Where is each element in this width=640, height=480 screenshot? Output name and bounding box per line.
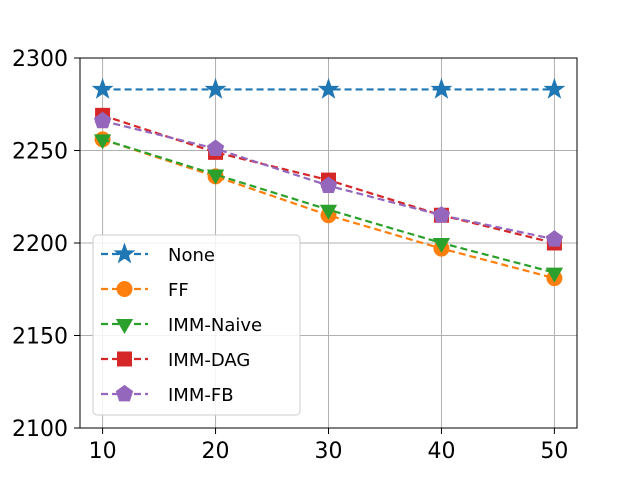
legend-marker-imm-dag [117,351,132,367]
data-point-imm-naive [319,204,338,220]
data-point-imm-fb [319,176,338,194]
legend-label-ff: FF [168,280,189,301]
legend-marker-imm-fb [115,384,134,402]
y-tick-label: 2300 [12,47,68,72]
data-point-none [317,77,340,99]
legend-label-imm-fb: IMM-FB [168,385,234,406]
x-tick-label: 50 [540,439,568,464]
axis-ticks: 10 20 30 40 50 2100 2150 2200 2250 2300 [12,47,568,464]
data-point-none [204,77,227,99]
data-point-imm-naive [93,134,112,150]
series-layer [91,77,566,287]
series-none [91,77,566,99]
legend-box [92,234,301,416]
y-tick-label: 2100 [12,417,68,442]
legend-label-imm-dag: IMM-DAG [168,350,250,371]
data-point-imm-fb [206,139,225,157]
x-tick-label: 20 [202,439,230,464]
data-point-none [91,77,114,99]
legend-marker-none [113,242,136,264]
y-tick-label: 2250 [12,140,68,165]
x-tick-label: 30 [315,439,343,464]
data-point-imm-fb [545,230,564,247]
series-line-ff [102,138,555,280]
series-imm-naive [93,134,564,283]
x-tick-label: 40 [427,439,455,464]
legend-label-none: None [168,245,215,266]
data-point-none [430,77,453,99]
data-point-imm-naive [206,169,225,185]
data-point-imm-naive [432,238,451,253]
data-point-imm-fb [432,206,451,223]
y-tick-label: 2150 [12,325,68,350]
series-imm-fb [93,111,564,247]
y-tick-label: 2200 [12,232,68,257]
data-point-imm-naive [545,267,564,283]
legend-label-imm-naive: IMM-Naive [168,315,262,336]
x-tick-label: 10 [89,439,117,464]
legend-marker-imm-naive [115,319,134,335]
legend: None FF IMM-Naive IMM-DAG IMM-FB [92,234,301,416]
legend-marker-ff [116,281,133,297]
data-point-none [543,77,566,99]
data-point-imm-fb [93,111,112,129]
